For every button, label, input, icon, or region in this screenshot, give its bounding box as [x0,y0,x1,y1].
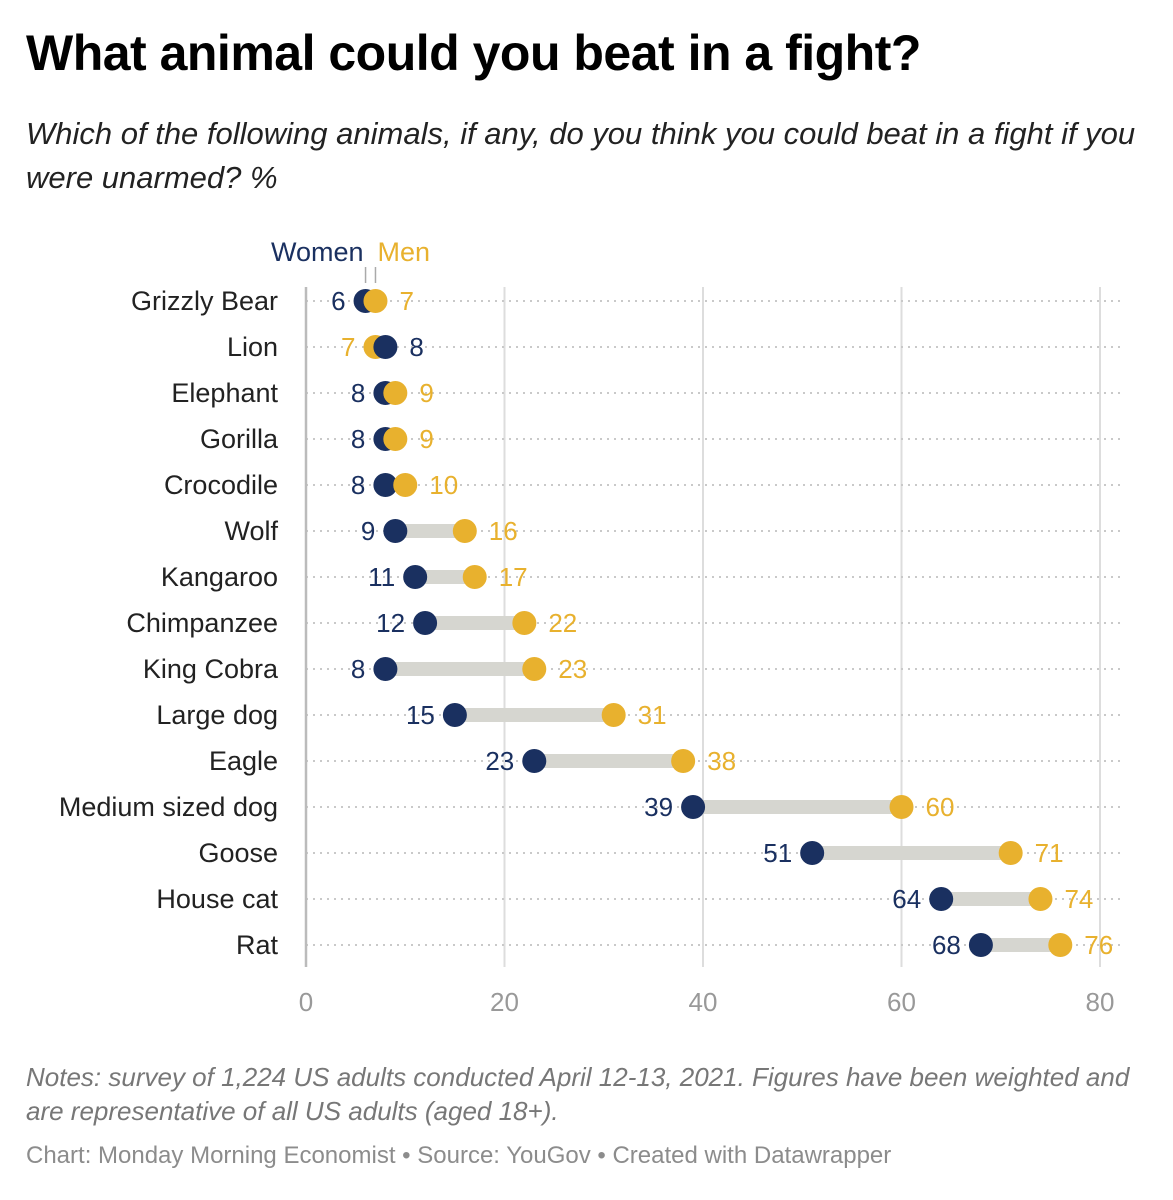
value-label-women: 9 [361,516,375,546]
category-label: Large dog [156,700,278,730]
category-label: Lion [227,332,278,362]
credit-separator: • [590,1142,613,1169]
value-label-women: 8 [351,378,365,408]
category-label: House cat [156,884,278,914]
value-label-men: 74 [1064,884,1093,914]
value-label-men: 76 [1084,930,1113,960]
dot-women [800,841,825,865]
x-tick-label: 80 [1086,987,1115,1017]
credit-source: Source: YouGov [417,1142,591,1169]
value-label-women: 39 [644,792,673,822]
category-label: King Cobra [143,654,279,684]
value-label-men: 38 [707,746,736,776]
value-label-men: 31 [638,700,667,730]
category-label: Eagle [209,746,278,776]
value-label-men: 60 [926,792,955,822]
category-label: Rat [236,930,279,960]
category-label: Elephant [171,378,278,408]
value-label-men: 23 [558,654,587,684]
dot-women [373,335,398,359]
value-label-men: 9 [419,424,433,454]
credit-chart: Chart: Monday Morning Economist [26,1142,396,1169]
category-label: Crocodile [164,470,278,500]
dot-men [393,473,418,497]
category-label: Medium sized dog [59,792,278,822]
category-label: Goose [198,838,278,868]
dot-men [601,703,626,727]
category-label: Wolf [224,516,278,546]
dot-men [889,795,914,819]
dot-women [403,565,428,589]
value-label-women: 8 [409,332,423,362]
value-label-women: 8 [351,424,365,454]
value-label-men: 22 [548,608,577,638]
dot-men [998,841,1023,865]
chart-subtitle: Which of the following animals, if any, … [26,116,1136,195]
dot-women [413,611,438,635]
credit-separator: • [395,1142,418,1169]
value-label-men: 10 [429,470,458,500]
x-tick-label: 40 [689,987,718,1017]
value-label-women: 8 [351,654,365,684]
value-label-women: 12 [376,608,405,638]
dot-men [671,749,696,773]
dot-men [383,381,408,405]
dot-women [383,519,408,543]
value-label-women: 51 [763,838,792,868]
value-label-men: 7 [341,332,355,362]
dot-women [681,795,706,819]
category-label: Chimpanzee [126,608,278,638]
value-label-women: 8 [351,470,365,500]
dot-women [929,887,954,911]
dot-men [383,427,408,451]
x-tick-label: 60 [887,987,916,1017]
value-label-women: 23 [485,746,514,776]
credit-tool: Created with Datawrapper [612,1142,892,1169]
dot-women [442,703,467,727]
category-label: Kangaroo [161,562,278,592]
value-label-men: 17 [499,562,528,592]
dot-men [363,289,388,313]
chart-title: What animal could you beat in a fight? [26,25,921,81]
value-label-men: 71 [1035,838,1064,868]
x-tick-label: 0 [299,987,313,1017]
value-label-men: 16 [489,516,518,546]
dot-range-chart: 0 20 40 60 80 Women Men Grizzly Bear 6 7 Lion 7 8 Ele… [59,237,1122,1017]
value-label-men: 9 [419,378,433,408]
value-label-men: 7 [399,286,413,316]
legend-men: Men [377,237,430,267]
dot-men [522,657,547,681]
dot-women [373,657,398,681]
dot-women [373,473,398,497]
value-label-women: 68 [932,930,961,960]
value-label-women: 64 [892,884,921,914]
chart-notes: Notes: survey of 1,224 US adults conduct… [26,1062,1130,1126]
x-tick-label: 20 [490,987,519,1017]
category-label: Gorilla [200,424,279,454]
value-label-women: 15 [406,700,435,730]
dot-women [968,933,993,957]
value-label-women: 6 [331,286,345,316]
category-label: Grizzly Bear [131,286,278,316]
dot-men [512,611,537,635]
dot-men [1048,933,1073,957]
legend-women: Women [271,237,364,267]
dot-men [452,519,477,543]
dot-men [1028,887,1053,911]
dot-women [522,749,547,773]
chart-credits: Chart: Monday Morning Economist • Source… [26,1142,1136,1170]
dot-men [462,565,487,589]
value-label-women: 11 [368,562,395,592]
